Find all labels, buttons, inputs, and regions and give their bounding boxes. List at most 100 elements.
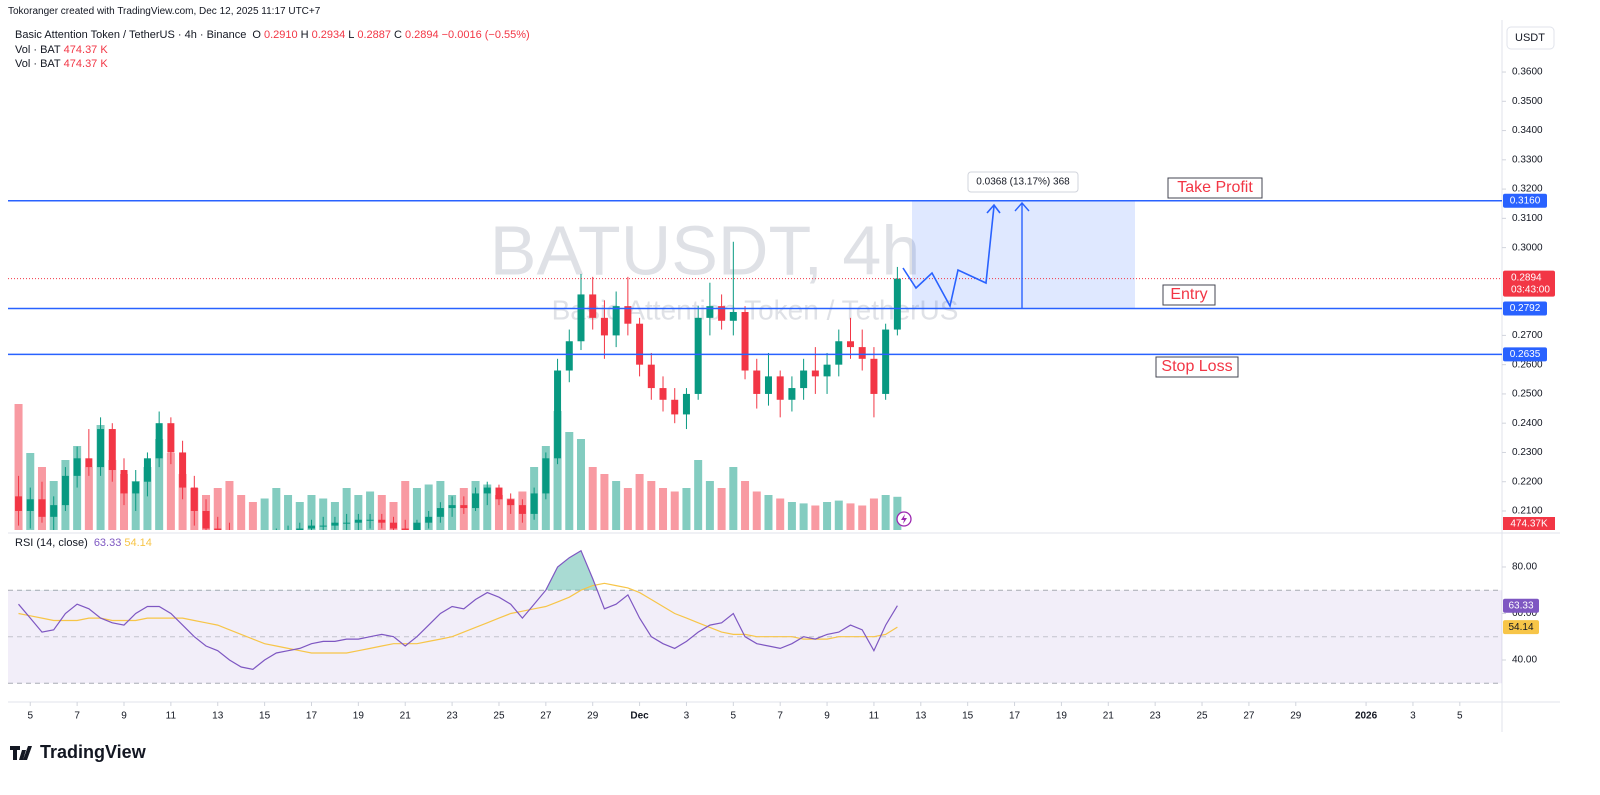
volume-bar <box>424 484 433 530</box>
rsi-title: RSI (14, close) <box>15 537 88 549</box>
volume-bar <box>717 488 726 530</box>
candle-body <box>776 376 784 400</box>
candle-body <box>577 294 585 342</box>
volume-bar <box>506 498 515 530</box>
x-tick-label: 3 <box>684 711 690 722</box>
volume-bar <box>166 453 175 530</box>
candle-body <box>764 376 772 394</box>
x-tick-label: 9 <box>121 711 127 722</box>
ohlc-key: C <box>394 29 402 41</box>
candle-body <box>753 370 761 394</box>
x-tick-label: 21 <box>400 711 412 722</box>
rsi-axis-label: 63.33 <box>1508 600 1533 611</box>
volume-bar <box>764 495 773 530</box>
y-tick-label: 0.2600 <box>1512 359 1543 370</box>
y-tick-label: 0.2200 <box>1512 476 1543 487</box>
candle-body <box>718 306 726 321</box>
x-tick-label: 9 <box>824 711 830 722</box>
countdown: 03:43:00 <box>1511 284 1550 295</box>
rsi-ma-line <box>18 582 898 654</box>
volume-bar <box>588 467 597 530</box>
candle-body <box>296 528 304 530</box>
volume-bar <box>694 460 703 530</box>
x-tick-label: 13 <box>915 711 927 722</box>
candle-body <box>436 508 444 517</box>
volume-bar <box>787 502 796 530</box>
candle-body <box>671 399 679 415</box>
x-tick-label: 23 <box>1150 711 1162 722</box>
x-tick-label: 15 <box>962 711 974 722</box>
candle-body <box>694 317 702 394</box>
legend: Basic Attention Token / TetherUS · 4h · … <box>15 29 533 41</box>
x-tick-label: 13 <box>212 711 224 722</box>
x-tick-label: 2026 <box>1355 711 1378 722</box>
candle-body <box>624 306 632 324</box>
y-tick-label: 0.2500 <box>1512 389 1543 400</box>
candle-body <box>354 519 362 523</box>
candle-body <box>530 493 538 514</box>
candle-body <box>647 364 655 389</box>
volume-bar <box>858 505 867 530</box>
rsi-axis-box <box>1503 598 1539 613</box>
candle-body <box>155 423 163 459</box>
level-tag: Entry <box>1170 286 1207 303</box>
candle-body <box>390 522 398 529</box>
level-axis-label: 0.3160 <box>1510 195 1541 206</box>
measure-arrowhead <box>1014 201 1030 212</box>
ohlc-key: H <box>300 29 309 41</box>
candle-body <box>858 347 866 359</box>
rsi-value: 63.33 <box>93 537 122 549</box>
brand: TradingView <box>40 742 147 762</box>
volume-bar <box>143 467 152 530</box>
projection-arrowhead <box>986 203 1001 214</box>
volume-bar <box>576 439 585 530</box>
candle-body <box>108 429 116 471</box>
ohlc-value: 0.2910 <box>263 29 298 41</box>
candle-body <box>554 370 562 459</box>
alert-icon-bolt <box>901 514 907 524</box>
x-tick-label: 21 <box>1103 711 1115 722</box>
level-axis-box <box>1503 347 1547 362</box>
plot-layer: 0.3600 0.3500 0.3400 0.3300 0.3200 0.3100 0.30… <box>8 67 1555 722</box>
x-tick-label: 5 <box>27 711 33 722</box>
volume-value: 474.37 K <box>63 58 108 70</box>
x-tick-label: 29 <box>1290 711 1302 722</box>
volume-bar <box>108 460 117 530</box>
volume-bar <box>213 488 222 530</box>
price-pane <box>14 241 902 530</box>
measure-label: 0.0368 (13.17%) 368 <box>976 177 1070 188</box>
volume-bar <box>670 491 679 530</box>
currency-button[interactable] <box>1506 26 1555 50</box>
volume-bar <box>881 495 890 530</box>
candle-body <box>495 487 503 500</box>
y-tick-label: 0.3000 <box>1512 242 1543 253</box>
change: −0.0016 (−0.55%) <box>441 29 530 41</box>
level-tag: Stop Loss <box>1161 358 1232 375</box>
x-tick-label: 5 <box>731 711 737 722</box>
candle-body <box>565 341 573 371</box>
x-tick-label: 15 <box>259 711 271 722</box>
rsi-ma-value: 54.14 <box>124 537 152 549</box>
x-tick-label: 17 <box>1009 711 1021 722</box>
volume-bar <box>893 496 902 530</box>
volume-bar <box>389 502 398 530</box>
candle-body <box>61 475 69 506</box>
level-tag-box <box>1155 356 1239 378</box>
candle-body <box>26 499 34 511</box>
volume-bar <box>295 502 304 530</box>
currency[interactable]: USDT <box>1515 32 1545 44</box>
x-tick-label: 27 <box>540 711 552 722</box>
candle-body <box>319 525 327 527</box>
volume-bar <box>811 505 820 530</box>
volume-bar <box>846 503 855 530</box>
projection-zone <box>912 200 1135 309</box>
volume-bar <box>377 495 386 530</box>
candle-body <box>179 452 187 488</box>
x-tick-label: 29 <box>587 711 599 722</box>
x-tick-label: 5 <box>1457 711 1463 722</box>
y-tick-label: 0.3500 <box>1512 96 1543 107</box>
candle-body <box>413 522 421 530</box>
level-axis-box <box>1503 301 1547 316</box>
volume-bar <box>752 491 761 530</box>
volume-bar <box>741 481 750 530</box>
